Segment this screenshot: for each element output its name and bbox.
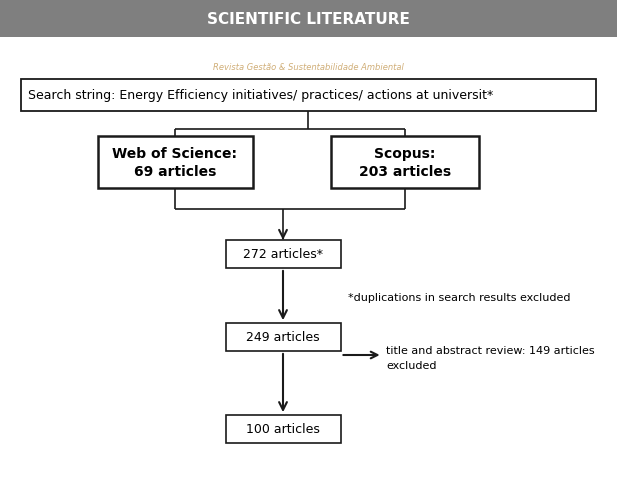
Text: Scopus:
203 articles: Scopus: 203 articles xyxy=(359,146,451,179)
Text: excluded: excluded xyxy=(386,360,437,370)
Bar xyxy=(97,137,252,189)
Text: Web of Science:
69 articles: Web of Science: 69 articles xyxy=(112,146,238,179)
Bar xyxy=(225,415,341,443)
Text: 249 articles: 249 articles xyxy=(246,331,320,344)
Text: Revista Gestão & Sustentabilidade Ambiental: Revista Gestão & Sustentabilidade Ambien… xyxy=(213,63,404,72)
Text: SCIENTIFIC LITERATURE: SCIENTIFIC LITERATURE xyxy=(207,12,410,26)
Text: title and abstract review: 149 articles: title and abstract review: 149 articles xyxy=(386,345,595,355)
Text: 272 articles*: 272 articles* xyxy=(243,248,323,261)
Text: *duplications in search results excluded: *duplications in search results excluded xyxy=(348,292,571,302)
Text: Search string: Energy Efficiency initiatives/ practices/ actions at universit*: Search string: Energy Efficiency initiat… xyxy=(28,89,494,102)
Bar xyxy=(225,240,341,268)
Bar xyxy=(331,137,479,189)
Bar xyxy=(0,0,617,38)
Text: 100 articles: 100 articles xyxy=(246,422,320,435)
Bar xyxy=(225,324,341,351)
Bar xyxy=(20,80,595,112)
